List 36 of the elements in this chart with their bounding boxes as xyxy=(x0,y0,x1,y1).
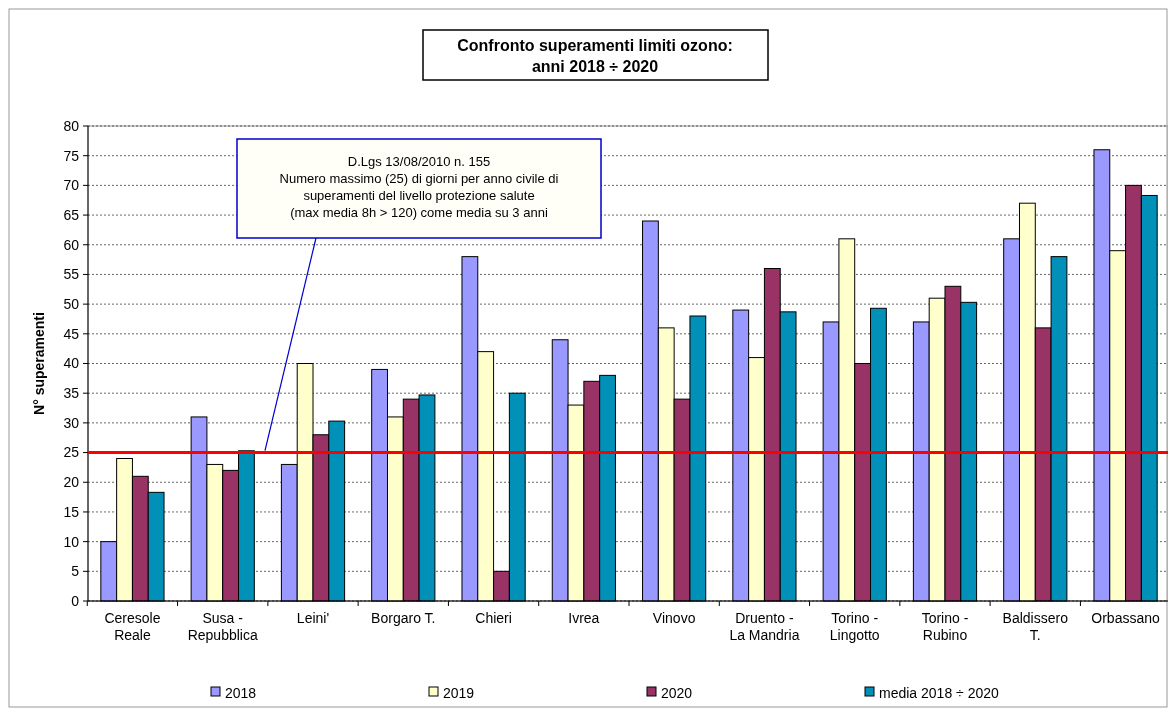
legend-label: 2018 xyxy=(225,684,257,701)
y-tick-label: 0 xyxy=(71,592,80,609)
y-tick-label: 20 xyxy=(63,474,80,491)
x-tick-label: Ivrea xyxy=(568,610,600,626)
y-tick-label: 40 xyxy=(63,355,80,372)
y-tick-label: 30 xyxy=(63,414,80,431)
x-tick-label: Susa - Repubblica xyxy=(187,610,258,643)
x-tick-label: Borgaro T. xyxy=(371,610,436,626)
x-tick-label: Orbassano xyxy=(1091,610,1161,626)
x-tick-label: Leini' xyxy=(296,610,330,626)
y-tick-label: 5 xyxy=(71,563,80,580)
y-tick-label: 80 xyxy=(63,117,80,134)
y-tick-label: 10 xyxy=(63,533,80,550)
y-axis-title: N° superamenti xyxy=(31,312,47,415)
y-tick-label: 60 xyxy=(63,236,80,253)
legend-label: 2020 xyxy=(661,684,693,701)
y-tick-label: 70 xyxy=(63,177,80,194)
chart-title: Confronto superamenti limiti ozono: anni 2018 ÷ 2020 xyxy=(457,37,733,75)
x-tick-label: Torino - Lingotto xyxy=(829,610,880,643)
y-tick-label: 65 xyxy=(63,206,80,223)
y-tick-label: 55 xyxy=(63,266,80,283)
x-tick-label: Torino - Rubino xyxy=(921,610,969,643)
x-tick-label: Baldissero T. xyxy=(1002,610,1069,643)
y-tick-label: 15 xyxy=(63,503,80,520)
x-tick-label: Chieri xyxy=(475,610,512,626)
y-tick-label: 45 xyxy=(63,325,80,342)
y-tick-label: 50 xyxy=(63,296,80,313)
y-tick-label: 75 xyxy=(63,147,80,164)
x-tick-label: Druento - La Mandria xyxy=(729,610,800,643)
x-tick-label: Ceresole Reale xyxy=(104,610,161,643)
x-tick-label: Vinovo xyxy=(652,610,696,626)
y-tick-label: 25 xyxy=(63,444,80,461)
legend-label: media 2018 ÷ 2020 xyxy=(879,684,999,701)
annotation: D.Lgs 13/08/2010 n. 155 Numero massimo (25) di giorni per anno civile di superamenti del livello protezione salute (max media 8h > 120) come media su 3 anni xyxy=(279,154,559,220)
y-tick-label: 35 xyxy=(63,385,80,402)
legend-label: 2019 xyxy=(443,684,475,701)
